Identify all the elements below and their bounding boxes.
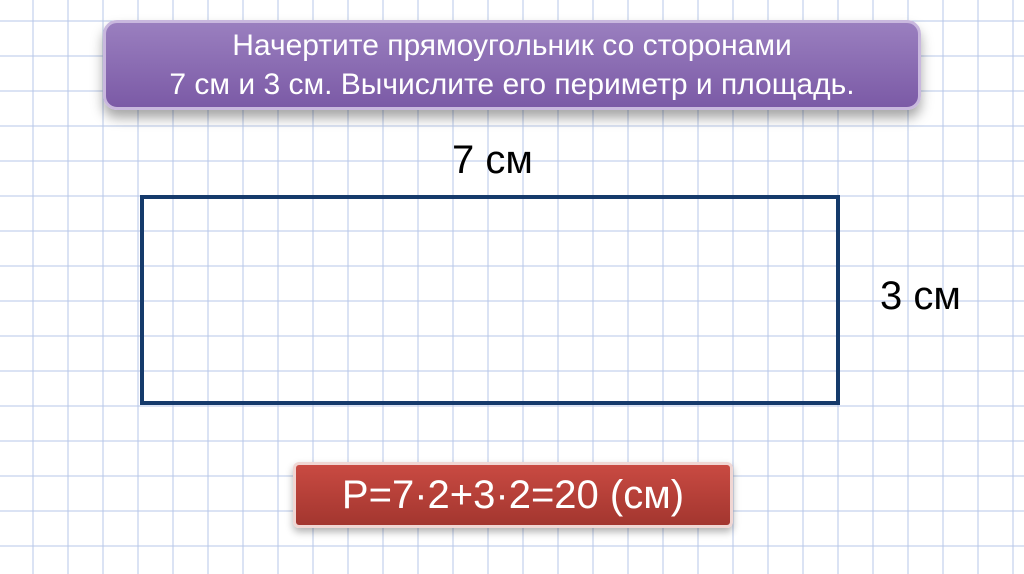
problem-rectangle xyxy=(140,195,840,405)
task-box: Начертите прямоугольник со сторонами 7 с… xyxy=(103,20,921,110)
task-line-1: Начертите прямоугольник со сторонами xyxy=(232,26,791,65)
task-line-2: 7 см и 3 см. Вычислите его периметр и пл… xyxy=(169,65,854,104)
formula-box: P=7·2+3·2=20 (см) xyxy=(293,462,733,528)
formula-text: P=7·2+3·2=20 (см) xyxy=(342,473,684,518)
label-right: 3 см xyxy=(880,274,961,319)
label-top: 7 см xyxy=(452,138,533,183)
